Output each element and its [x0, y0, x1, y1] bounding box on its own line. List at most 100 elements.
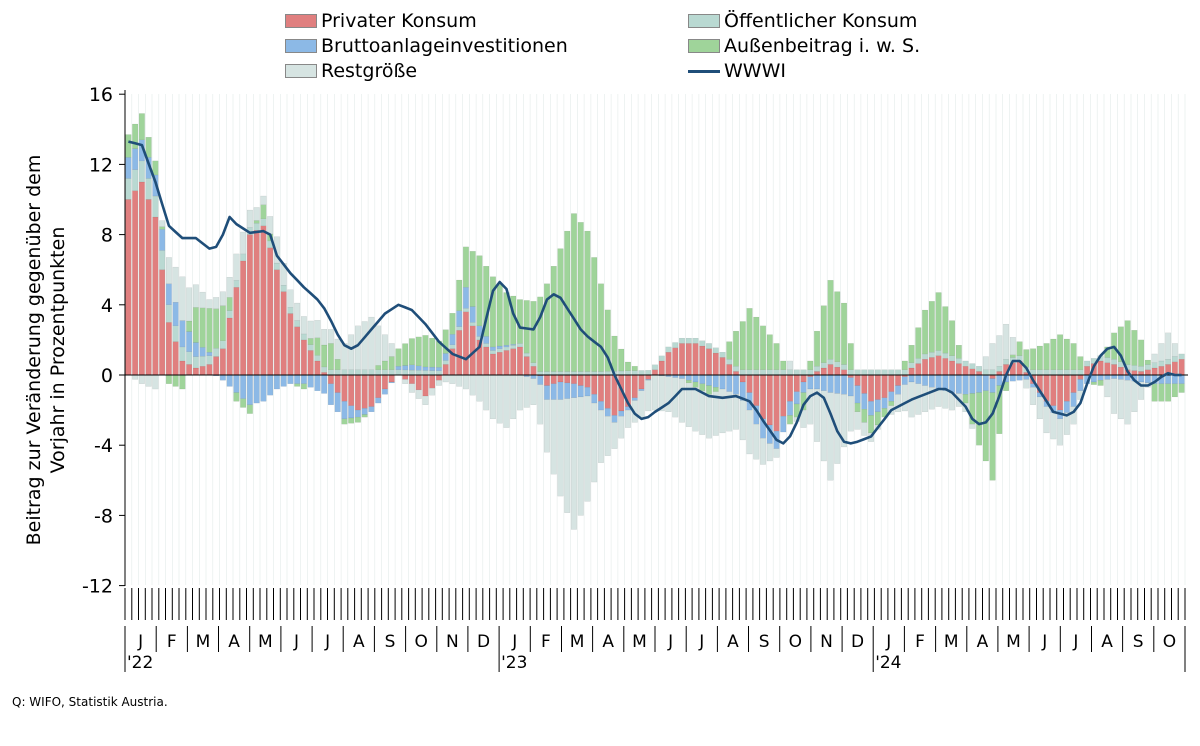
bar-segment — [550, 383, 557, 400]
bar-segment — [341, 374, 348, 402]
bar-segment — [814, 366, 820, 372]
bar-segment — [429, 374, 436, 389]
bar-segment — [240, 398, 247, 408]
bar-segment — [733, 394, 739, 430]
month-label: S — [385, 632, 396, 652]
bar-segment — [1063, 338, 1070, 370]
year-label: '24 — [875, 653, 901, 673]
bar-segment — [996, 374, 1003, 386]
bar-segment — [793, 369, 800, 376]
bar-segment — [1111, 378, 1118, 414]
bar-segment — [469, 322, 476, 327]
month-label: F — [167, 632, 177, 652]
bar-segment — [881, 374, 888, 398]
bar-segment — [206, 355, 213, 365]
y-axis-title-line-1: Beitrag zur Veränderung gegenüber dem — [23, 154, 45, 546]
bar-segment — [436, 370, 442, 376]
legend-item-restgroesse: Restgröße — [285, 60, 417, 82]
bar-segment — [773, 374, 780, 432]
bar-segment — [1036, 396, 1043, 420]
bar-segment — [300, 339, 307, 376]
bar-segment — [132, 169, 139, 191]
y-axis-title-line-2: Vorjahr in Prozentpunkten — [47, 226, 69, 474]
bar-segment — [901, 369, 908, 376]
bar-segment — [402, 379, 409, 384]
month-label: J — [698, 632, 704, 652]
bar-segment — [584, 371, 591, 376]
bar-segment — [564, 398, 571, 513]
bar-segment — [989, 378, 996, 393]
bar-segment — [415, 389, 422, 399]
bar-segment — [1023, 374, 1030, 380]
bar-segment — [652, 364, 658, 370]
bar-segment — [928, 301, 935, 353]
bar-segment — [321, 344, 328, 368]
bar-segment — [557, 381, 564, 400]
bar-segment — [436, 380, 442, 386]
bar-segment — [537, 296, 544, 372]
bar-segment — [874, 399, 881, 413]
bar-segment — [773, 369, 780, 376]
bar-segment — [652, 369, 658, 376]
bar-segment — [982, 374, 989, 391]
bar-segment — [503, 346, 510, 351]
bar-segment — [591, 371, 598, 376]
bar-segment — [253, 374, 260, 404]
bar-segment — [942, 390, 949, 409]
bar-segment — [773, 448, 780, 458]
legend-item-wwwi: WWWI — [688, 60, 786, 82]
bar-segment — [246, 404, 253, 414]
bar-segment — [1171, 356, 1178, 362]
month-label: N — [820, 632, 833, 652]
bar-segment — [206, 299, 213, 309]
bar-segment — [1097, 374, 1104, 381]
bar-segment — [456, 279, 463, 311]
bar-segment — [213, 297, 220, 309]
bar-segment — [814, 374, 820, 390]
bar-segment — [989, 343, 996, 370]
bar-segment — [1097, 360, 1104, 376]
bar-segment — [888, 391, 895, 402]
bar-segment — [861, 393, 868, 410]
bar-segment — [260, 374, 267, 402]
bar-segment — [881, 397, 888, 409]
bar-segment — [179, 276, 186, 321]
bar-segment — [1117, 374, 1124, 380]
bar-segment — [490, 346, 496, 351]
bar-segment — [382, 360, 388, 370]
bar-segment — [537, 384, 544, 425]
bar-segment — [253, 223, 260, 231]
bar-segment — [874, 369, 881, 376]
bar-segment — [517, 343, 523, 348]
bar-segment — [726, 391, 733, 432]
bar-segment — [760, 325, 766, 370]
bar-segment — [1158, 360, 1165, 367]
bar-segment — [314, 320, 321, 338]
bar-segment — [165, 374, 172, 384]
bar-segment — [935, 388, 942, 407]
y-tick-label: 12 — [89, 154, 113, 176]
bar-segment — [888, 374, 895, 392]
bar-segment — [1009, 354, 1016, 358]
bar-segment — [1090, 381, 1097, 385]
month-label: M — [196, 632, 211, 652]
bar-segment — [490, 276, 496, 348]
bar-segment — [192, 356, 199, 369]
bar-segment — [598, 283, 604, 372]
bar-segment — [847, 343, 854, 370]
bar-segment — [1138, 374, 1145, 383]
bar-segment — [348, 369, 355, 376]
bar-segment — [699, 383, 706, 391]
month-label: J — [324, 632, 330, 652]
bar-segment — [1104, 362, 1111, 376]
bar-segment — [1090, 374, 1097, 383]
bar-segment — [429, 370, 436, 376]
bar-segment — [550, 374, 557, 384]
month-label: A — [1101, 632, 1113, 652]
bar-segment — [699, 390, 706, 435]
bar-segment — [706, 374, 712, 386]
year-label: '23 — [501, 653, 527, 673]
legend-item-privater-konsum: Privater Konsum — [285, 10, 477, 32]
bar-segment — [679, 337, 685, 344]
